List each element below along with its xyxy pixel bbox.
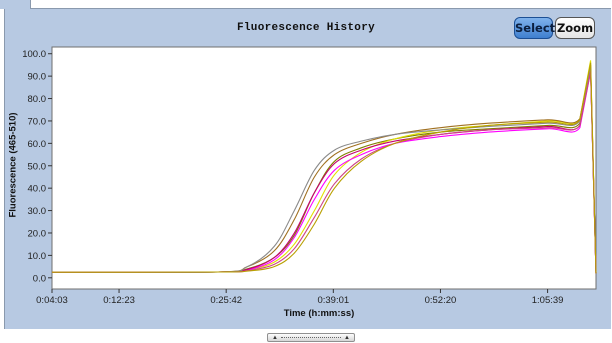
series-line-8 — [51, 62, 597, 274]
x-tick-label: 0:52:20 — [425, 295, 457, 306]
panel-tab-edge — [0, 0, 31, 9]
series-line-6 — [51, 67, 597, 274]
x-tick-label: 0:39:01 — [317, 295, 349, 306]
horizontal-scroll-thumb[interactable]: ▲ ▲ — [267, 333, 355, 342]
x-tick-label: 0:04:03 — [36, 295, 68, 306]
y-tick-label: 20.0 — [28, 228, 47, 239]
y-tick-label: 0.0 — [33, 273, 46, 284]
y-tick-label: 90.0 — [28, 72, 47, 83]
y-tick-label: 100.0 — [22, 49, 46, 60]
y-tick-label: 80.0 — [28, 94, 47, 105]
y-tick-label: 60.0 — [28, 139, 47, 150]
y-tick-label: 30.0 — [28, 206, 47, 217]
scroll-left-arrow-icon[interactable]: ▲ — [272, 334, 278, 341]
x-tick-label: 0:25:42 — [210, 295, 242, 306]
y-tick-label: 10.0 — [28, 251, 47, 262]
select-button[interactable]: Select — [514, 17, 555, 39]
x-axis-label: Time (h:mm:ss) — [283, 308, 355, 319]
x-tick-label: 0:12:23 — [103, 295, 135, 306]
x-tick-label: 1:05:39 — [532, 295, 564, 306]
chart-title: Fluorescence History — [236, 22, 376, 34]
y-axis-label: Fluorescence (465-510) — [7, 112, 19, 218]
y-tick-label: 40.0 — [28, 184, 47, 195]
y-tick-label: 50.0 — [28, 161, 47, 172]
y-tick-label: 70.0 — [28, 116, 47, 127]
plot-area — [51, 46, 597, 290]
zoom-button[interactable]: Zoom — [555, 17, 595, 39]
scroll-right-arrow-icon[interactable]: ▲ — [344, 334, 350, 341]
scroll-grip — [280, 337, 342, 338]
